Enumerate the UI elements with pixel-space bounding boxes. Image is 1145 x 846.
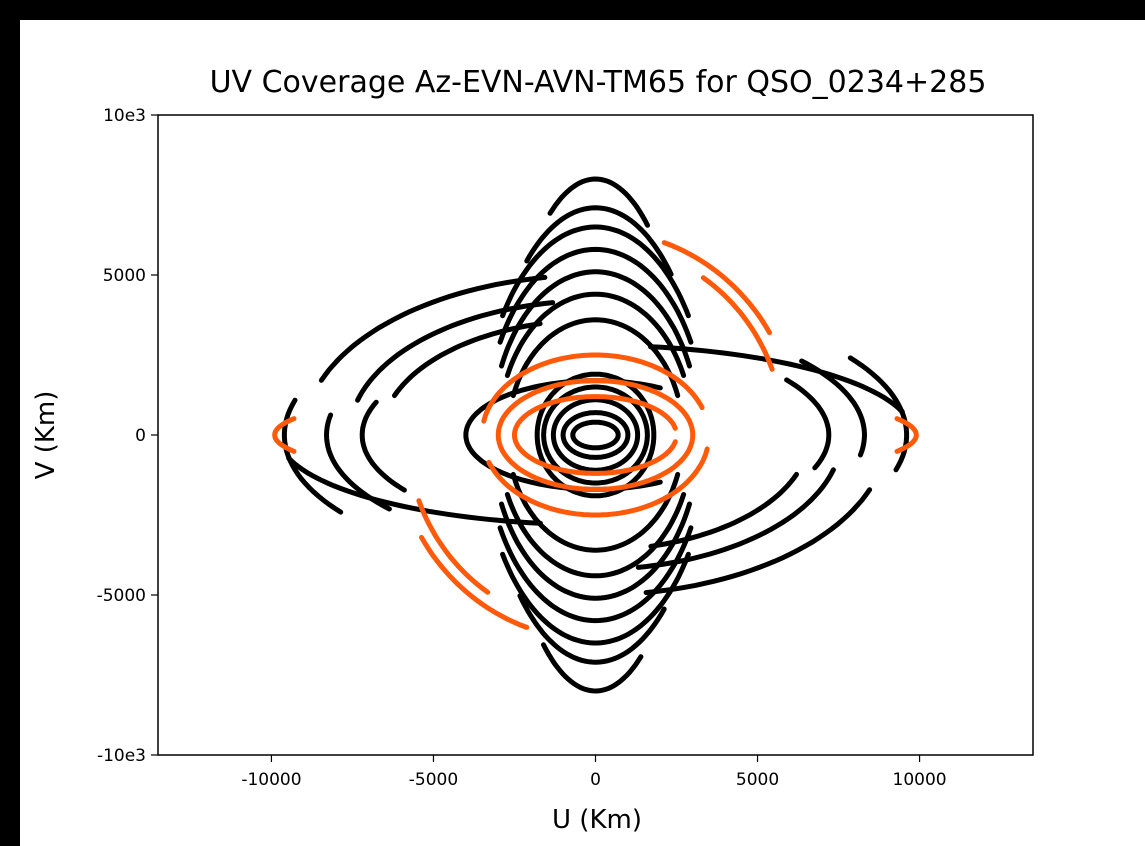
uv-track-black-23 bbox=[499, 501, 692, 601]
uv-track-orange-9 bbox=[512, 394, 678, 476]
uv-track-black-2 bbox=[355, 300, 556, 403]
uv-track-orange-1 bbox=[272, 416, 297, 454]
x-axis-label: U (Km) bbox=[552, 805, 642, 835]
x-tick-label: 5000 bbox=[736, 770, 779, 790]
y-tick-label: 0 bbox=[135, 426, 146, 446]
y-axis-label: V (Km) bbox=[31, 391, 61, 480]
uv-track-black-21 bbox=[497, 525, 694, 624]
uv-track-black-25 bbox=[504, 492, 687, 579]
plot-area bbox=[157, 114, 1034, 756]
y-tick-label: 10e3 bbox=[103, 106, 146, 126]
uv-track-orange-4 bbox=[700, 275, 775, 372]
uv-track-black-14 bbox=[547, 176, 650, 228]
uv-track-black-17 bbox=[517, 593, 667, 665]
uv-coverage-chart: UV Coverage Az-EVN-AVN-TM65 for QSO_0234… bbox=[31, 65, 1034, 835]
uv-track-black-22 bbox=[499, 269, 692, 369]
uv-track-black-16 bbox=[524, 205, 674, 277]
uv-track-black-12 bbox=[648, 344, 905, 415]
x-tick-label: -5000 bbox=[409, 770, 458, 790]
uv-track-black-30 bbox=[541, 384, 650, 486]
uv-track-orange-6 bbox=[481, 352, 705, 424]
uv-track-black-32 bbox=[560, 410, 631, 460]
uv-track-black-31 bbox=[550, 397, 641, 473]
uv-track-black-19 bbox=[500, 551, 691, 646]
uv-track-black-13 bbox=[286, 455, 543, 526]
uv-track-black-24 bbox=[504, 291, 687, 378]
uv-track-black-0 bbox=[318, 274, 548, 383]
series-orange bbox=[272, 240, 919, 630]
uv-track-black-33 bbox=[570, 419, 621, 451]
uv-track-orange-0 bbox=[894, 416, 919, 454]
x-tick-label: 10000 bbox=[893, 770, 947, 790]
chart-title: UV Coverage Az-EVN-AVN-TM65 for QSO_0234… bbox=[210, 65, 987, 100]
x-tick-label: -10000 bbox=[241, 770, 301, 790]
uv-track-black-18 bbox=[500, 224, 691, 319]
x-axis-ticks: -10000 -5000 0 5000 10000 bbox=[241, 755, 947, 790]
data-marks bbox=[272, 176, 919, 694]
uv-track-black-3 bbox=[635, 467, 836, 570]
uv-track-black-11 bbox=[784, 377, 832, 471]
uv-track-black-1 bbox=[643, 487, 873, 596]
x-tick-label: 0 bbox=[590, 770, 601, 790]
uv-track-orange-7 bbox=[486, 446, 710, 518]
uv-track-black-26 bbox=[510, 317, 681, 399]
uv-track-orange-2 bbox=[661, 240, 772, 336]
uv-track-black-20 bbox=[497, 246, 694, 345]
uv-track-black-10 bbox=[359, 399, 407, 493]
uv-track-black-4 bbox=[392, 321, 543, 399]
y-tick-label: 5000 bbox=[103, 266, 146, 286]
uv-track-black-15 bbox=[541, 642, 644, 694]
chart-figure: UV Coverage Az-EVN-AVN-TM65 for QSO_0234… bbox=[20, 20, 1145, 846]
uv-track-orange-8 bbox=[495, 378, 696, 492]
uv-track-orange-3 bbox=[419, 534, 530, 630]
y-tick-label: -5000 bbox=[97, 586, 146, 606]
y-axis-ticks: -10e3 -5000 0 5000 10e3 bbox=[97, 106, 158, 766]
uv-track-black-27 bbox=[510, 471, 681, 553]
uv-track-black-5 bbox=[648, 471, 799, 549]
uv-track-orange-5 bbox=[416, 498, 491, 595]
y-tick-label: -10e3 bbox=[97, 746, 146, 766]
